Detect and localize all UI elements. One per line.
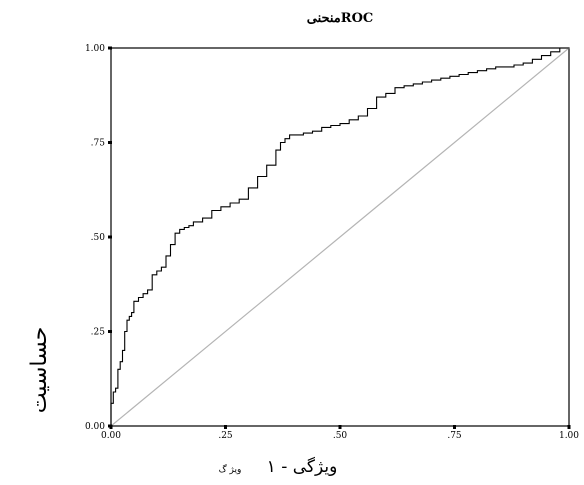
y-axis-label: حساسیت — [27, 327, 52, 414]
x-axis-label: ویژگی - ۱ — [267, 456, 338, 477]
y-axis: 0.00 .25 .50 .75 1.00 — [85, 44, 112, 432]
x-axis: 0.00 .25 .50 .75 1.00 — [101, 425, 579, 441]
y-tick-mark — [108, 141, 112, 144]
x-tick-mark — [224, 425, 227, 429]
reference-layer — [110, 47, 570, 427]
chart-title: منحنیROC — [307, 11, 374, 26]
y-tick-label: .75 — [91, 139, 106, 149]
x-tick-label: .25 — [218, 431, 233, 441]
y-tick-label: .25 — [91, 328, 106, 338]
curve-layer — [110, 47, 569, 426]
y-tick-label: 0.00 — [85, 422, 105, 432]
y-tick-mark — [108, 330, 112, 333]
y-tick-label: .50 — [91, 233, 106, 243]
roc-curve-line — [110, 47, 569, 426]
x-tick-mark — [567, 425, 571, 429]
y-tick-label: 1.00 — [85, 44, 105, 54]
x-tick-label: .75 — [447, 431, 462, 441]
x-tick-mark — [338, 425, 342, 429]
x-tick-label: 1.00 — [559, 431, 579, 441]
y-tick-mark — [108, 46, 112, 50]
y-tick-mark — [108, 424, 112, 428]
y-tick-mark — [108, 235, 112, 239]
x-axis-note: ویژ گ — [219, 463, 242, 475]
x-tick-label: 0.00 — [101, 431, 121, 441]
x-tick-mark — [453, 425, 456, 429]
reference-diagonal-line — [110, 47, 570, 427]
x-tick-label: .50 — [333, 431, 348, 441]
